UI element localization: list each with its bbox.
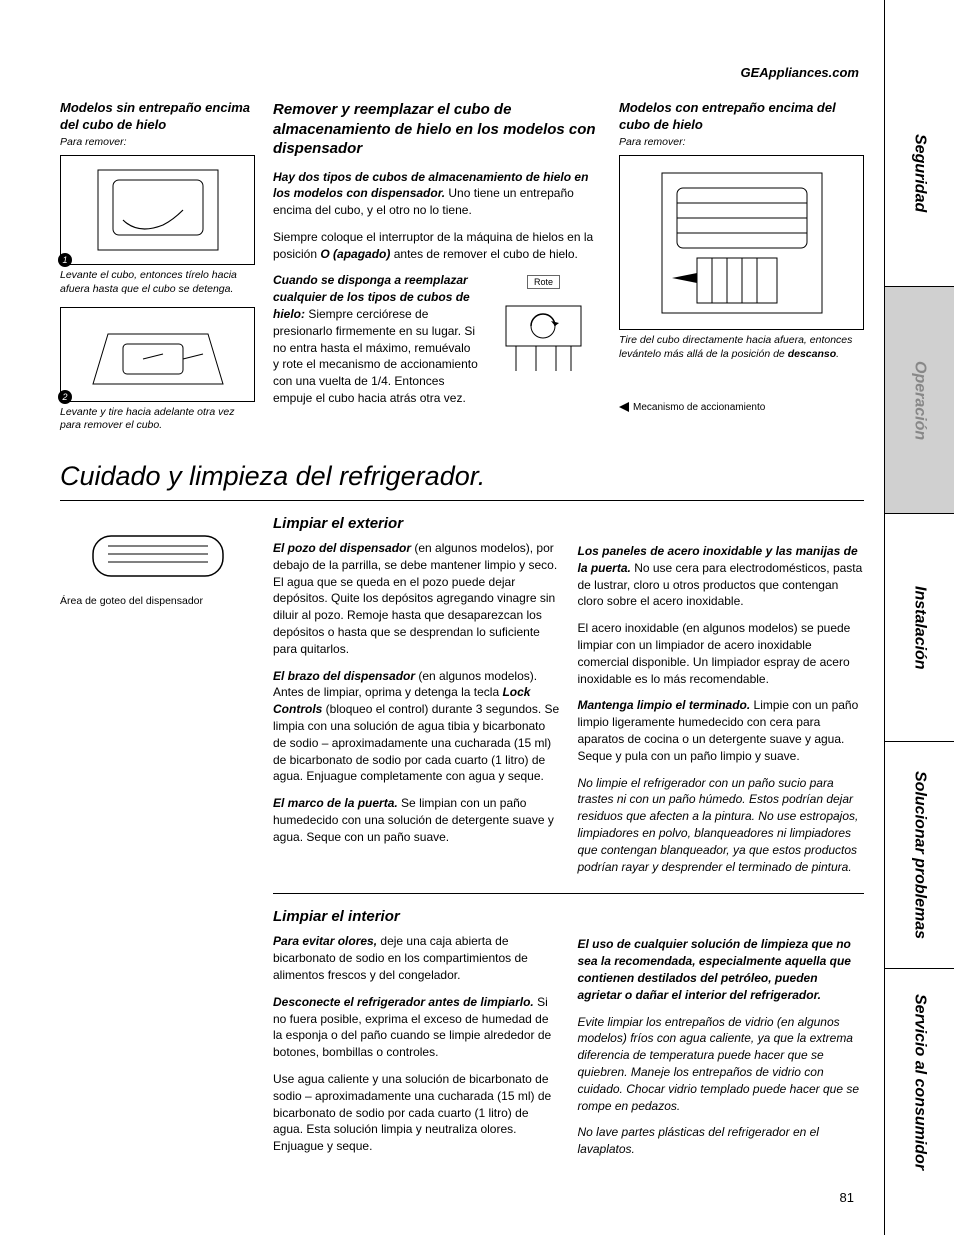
exterior-right-text: Los paneles de acero inoxidable y las ma… (578, 515, 865, 885)
tab-solucionar[interactable]: Solucionar problemas (885, 742, 954, 969)
drip-area-figure (60, 521, 255, 591)
page-number: 81 (840, 1190, 854, 1205)
mid-p1: Hay dos tipos de cubos de almacenamiento… (273, 169, 601, 219)
tab-operacion-label: Operación (911, 361, 929, 440)
interior-heading: Limpiar el interior (273, 908, 560, 925)
exterior-section: Área de goteo del dispensador Limpiar el… (60, 515, 864, 885)
header-url: GEAppliances.com (741, 65, 859, 80)
rc-c: . (836, 348, 839, 360)
exterior-heading: Limpiar el exterior (273, 515, 560, 532)
rote-figure: Rote (486, 272, 601, 391)
exterior-left-text: Limpiar el exterior El pozo del dispensa… (273, 515, 560, 885)
left-heading: Modelos sin entrepaño encima del cubo de… (60, 100, 255, 134)
ext-p1-lead: El pozo del dispensador (273, 541, 411, 555)
ext-p1: El pozo del dispensador (en algunos mode… (273, 540, 560, 658)
tab-servicio-label: Servicio al consumidor (911, 994, 929, 1170)
int-r2: Evite limpiar los entrepaños de vidrio (… (578, 1014, 865, 1115)
drip-caption: Área de goteo del dispensador (60, 595, 255, 607)
top-mid-col: Remover y reemplazar el cubo de almacena… (273, 100, 601, 433)
mid-p2c: antes de remover el cubo de hielo. (390, 247, 577, 261)
page-container: GEAppliances.com Modelos sin entrepaño e… (0, 0, 954, 1235)
interior-text-cols: Limpiar el interior Para evitar olores, … (273, 908, 864, 1168)
rc-b: descanso (788, 348, 836, 360)
right-sub: Para remover: (619, 136, 864, 150)
tab-servicio[interactable]: Servicio al consumidor (885, 969, 954, 1195)
interior-right-text: El uso de cualquier solución de limpieza… (578, 908, 865, 1168)
caption-1: Levante el cubo, entonces tírelo hacia a… (60, 269, 255, 296)
interior-spacer (60, 908, 255, 1168)
mid-p3-rest: Siempre cerciórese de presionarlo firmem… (273, 307, 478, 405)
rote-label: Rote (527, 275, 560, 289)
ext-p2: El brazo del dispensador (en algunos mod… (273, 668, 560, 786)
exterior-text-cols: Limpiar el exterior El pozo del dispensa… (273, 515, 864, 885)
int-p3: Use agua caliente y una solución de bica… (273, 1071, 560, 1155)
ext-p3-lead: El marco de la puerta. (273, 796, 398, 810)
int-r3: No lave partes plásticas del refrigerado… (578, 1124, 865, 1158)
ext-r2: El acero inoxidable (en algunos modelos)… (578, 620, 865, 687)
ext-r3-lead: Mantenga limpio el terminado. (578, 698, 751, 712)
mechanism-label-row: Mecanismo de accionamiento (619, 402, 864, 413)
figure-2 (60, 307, 255, 402)
ext-p1-rest: (en algunos modelos), por debajo de la p… (273, 541, 557, 656)
caption-2: Levante y tire hacia adelante otra vez p… (60, 406, 255, 433)
tab-operacion[interactable]: Operación (885, 287, 954, 514)
arrow-left-icon (619, 402, 629, 412)
top-section: Modelos sin entrepaño encima del cubo de… (60, 100, 864, 433)
mid-p2b: O (apagado) (320, 247, 390, 261)
top-left-col: Modelos sin entrepaño encima del cubo de… (60, 100, 255, 433)
tab-instalacion[interactable]: Instalación (885, 514, 954, 741)
int-p1-lead: Para evitar olores, (273, 934, 377, 948)
mid-heading: Remover y reemplazar el cubo de almacena… (273, 100, 601, 159)
badge-2: 2 (58, 390, 72, 404)
exterior-fig-col: Área de goteo del dispensador (60, 515, 255, 885)
int-p2: Desconecte el refrigerador antes de limp… (273, 994, 560, 1061)
figure-3 (619, 155, 864, 330)
mid-p3-wrap: Rote Cuando se disponga a reemplazar cua… (273, 272, 601, 406)
figure-2-wrap: 2 (60, 307, 255, 402)
int-p2-lead: Desconecte el refrigerador antes de limp… (273, 995, 534, 1009)
left-sub: Para remover: (60, 136, 255, 150)
int-p1: Para evitar olores, deje una caja abiert… (273, 933, 560, 983)
ext-p2-lead: El brazo del dispensador (273, 669, 415, 683)
ext-r3: Mantenga limpio el terminado. Limpie con… (578, 697, 865, 764)
top-right-col: Modelos con entrepaño encima del cubo de… (619, 100, 864, 433)
tab-solucionar-label: Solucionar problemas (911, 771, 929, 939)
figure-1 (60, 155, 255, 265)
tab-seguridad[interactable]: Seguridad (885, 60, 954, 287)
content-area: GEAppliances.com Modelos sin entrepaño e… (0, 0, 884, 1235)
interior-left-text: Limpiar el interior Para evitar olores, … (273, 908, 560, 1168)
ext-r4: No limpie el refrigerador con un paño su… (578, 775, 865, 876)
mechanism-label: Mecanismo de accionamiento (633, 402, 765, 413)
mid-rule (273, 893, 864, 894)
int-r1: El uso de cualquier solución de limpieza… (578, 936, 865, 1003)
interior-section: Limpiar el interior Para evitar olores, … (60, 908, 864, 1168)
ext-r1: Los paneles de acero inoxidable y las ma… (578, 543, 865, 610)
tab-seguridad-label: Seguridad (911, 134, 929, 212)
sidebar-tabs: Seguridad Operación Instalación Solucion… (884, 0, 954, 1235)
figure-1-wrap: 1 (60, 155, 255, 265)
right-heading: Modelos con entrepaño encima del cubo de… (619, 100, 864, 134)
mid-p2: Siempre coloque el interruptor de la máq… (273, 229, 601, 263)
ext-p3: El marco de la puerta. Se limpian con un… (273, 795, 560, 845)
right-caption: Tire del cubo directamente hacia afuera,… (619, 334, 864, 361)
title-rule (60, 500, 864, 501)
tab-instalacion-label: Instalación (911, 586, 929, 670)
main-title: Cuidado y limpieza del refrigerador. (60, 461, 864, 492)
